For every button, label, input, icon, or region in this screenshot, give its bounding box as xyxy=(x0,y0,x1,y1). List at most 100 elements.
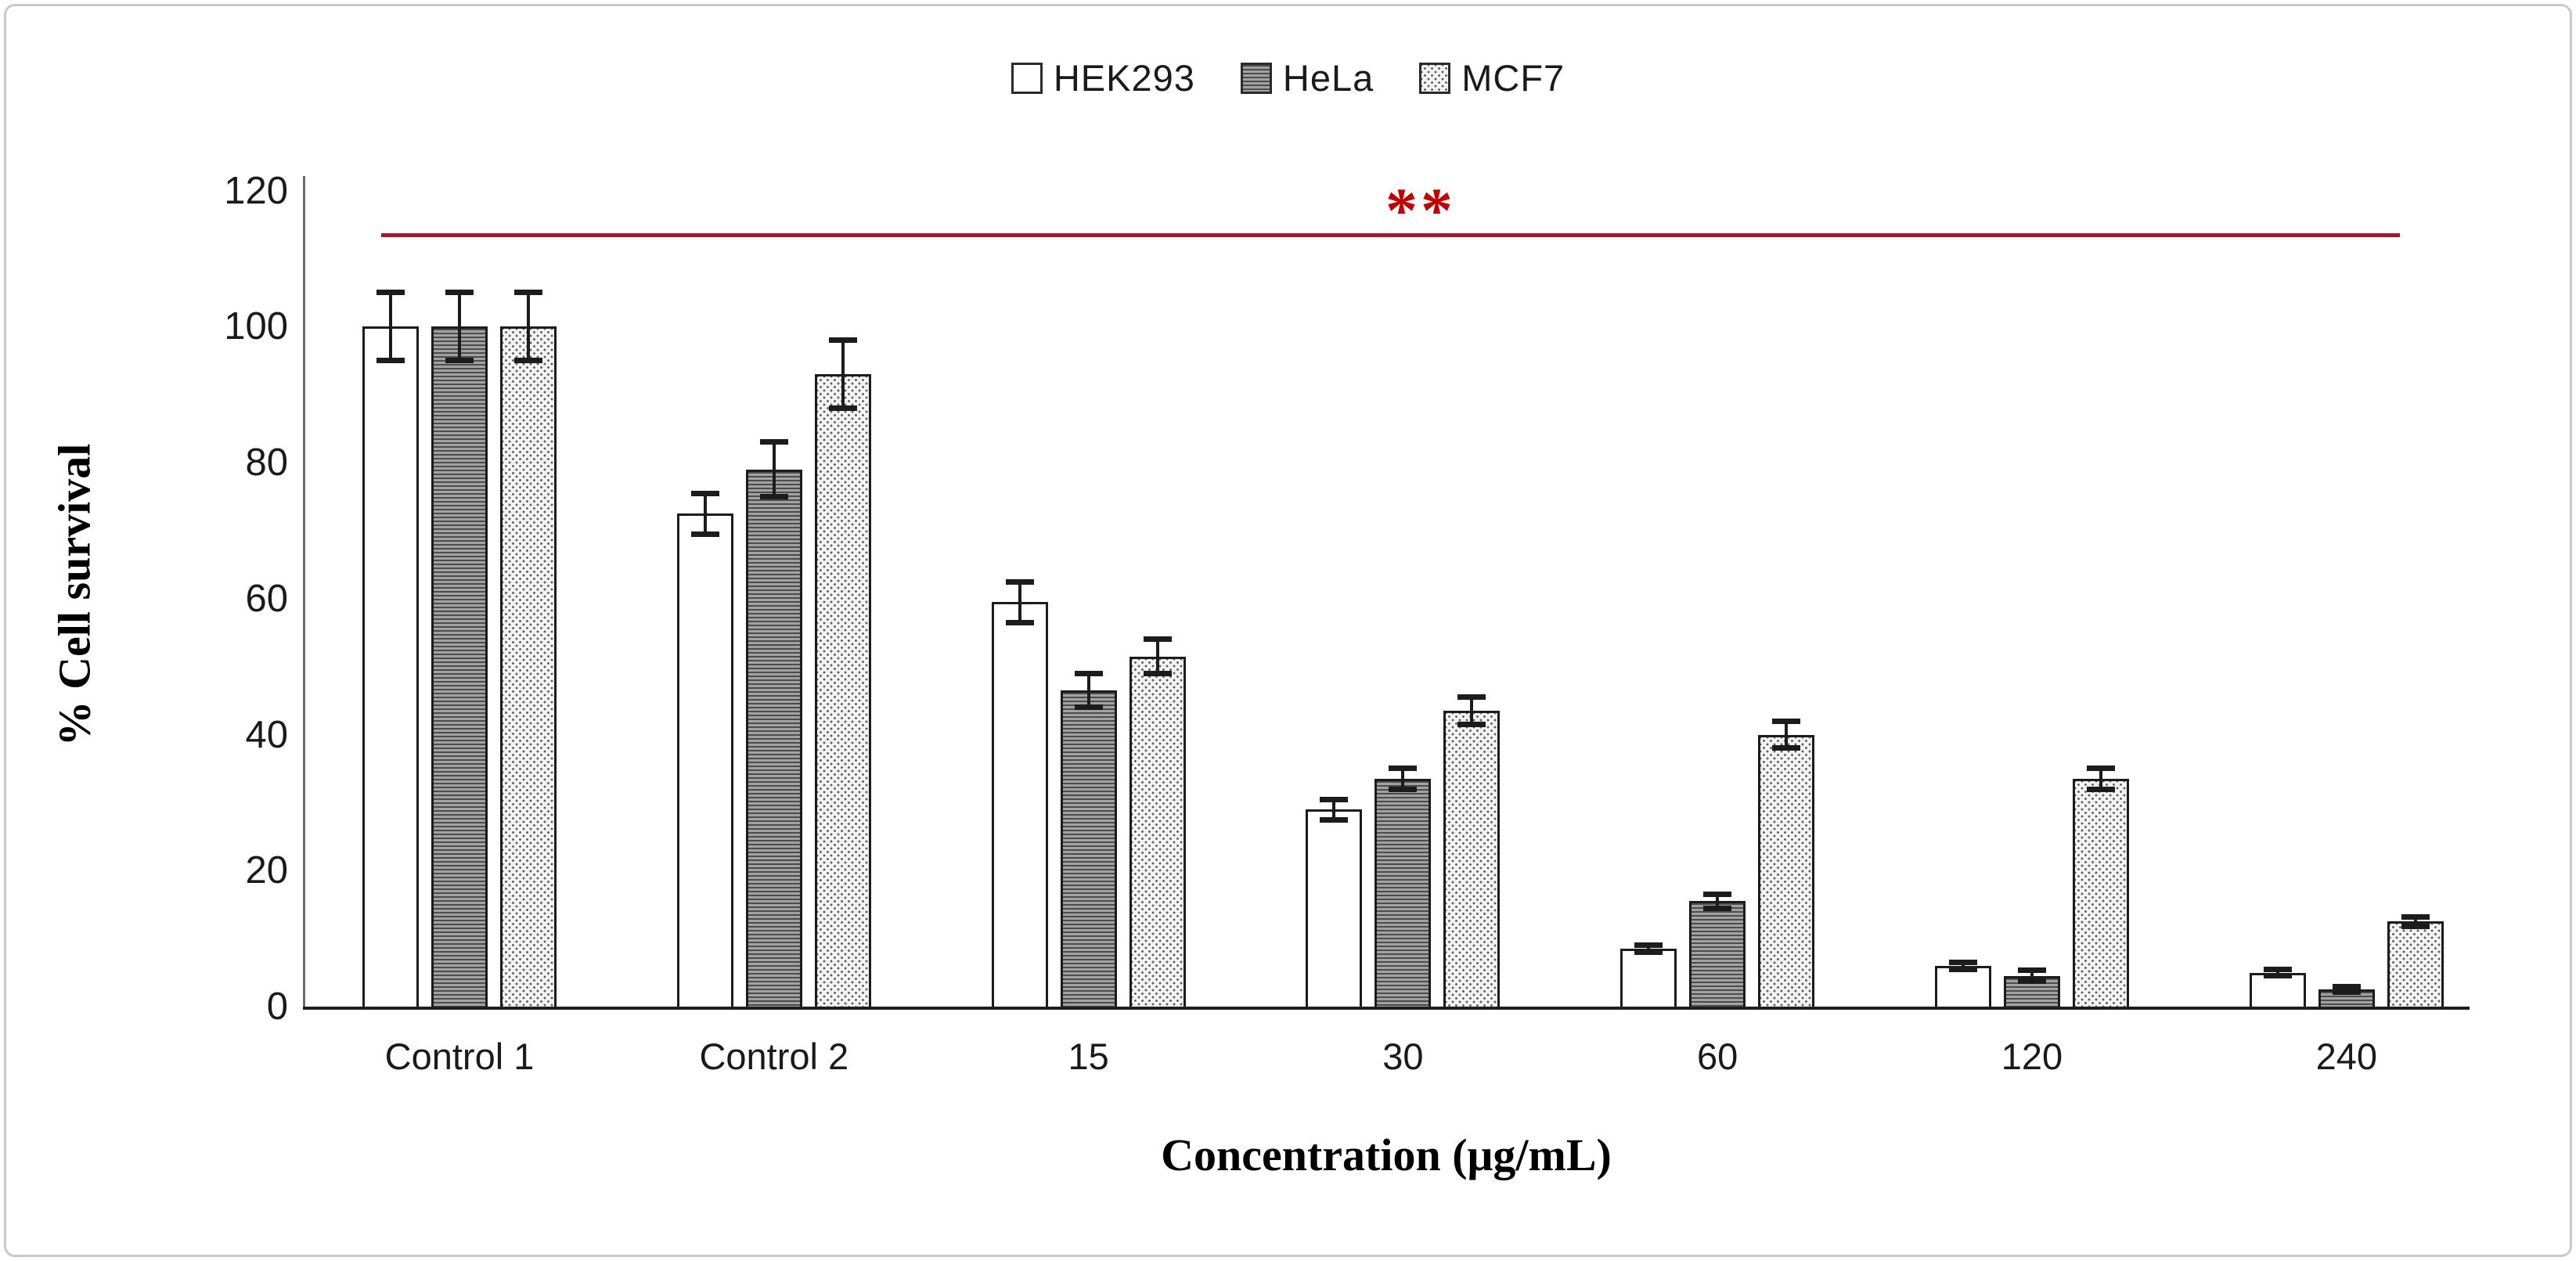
error-bar-hek293-control-1-cap-bottom xyxy=(376,358,405,364)
error-bar-mcf7-60-cap-bottom xyxy=(1772,745,1801,751)
error-bar-mcf7-30 xyxy=(1470,697,1474,725)
error-bar-hek293-30 xyxy=(1332,799,1336,820)
error-bar-hek293-control-1-cap-top xyxy=(376,290,405,296)
legend-item-hela: HeLa xyxy=(1240,56,1374,99)
bar-mcf7-control-2 xyxy=(814,374,871,1007)
error-bar-hek293-120 xyxy=(1962,962,1965,970)
error-bar-hek293-240-cap-bottom xyxy=(2263,973,2292,979)
y-axis-title: % Cell survival xyxy=(49,443,100,747)
error-bar-hela-60 xyxy=(1716,894,1720,909)
error-bar-mcf7-240-cap-top xyxy=(2401,913,2430,920)
legend-item-hek293: HEK293 xyxy=(1011,56,1195,99)
error-bar-hela-control-2-cap-top xyxy=(759,439,788,445)
error-bar-hela-120-cap-top xyxy=(2018,967,2046,974)
x-category-label-240: 240 xyxy=(2315,1036,2377,1077)
error-bar-hek293-60 xyxy=(1647,945,1651,953)
bar-hek293-30 xyxy=(1306,809,1363,1007)
y-tick-label-100: 100 xyxy=(224,305,288,348)
error-bar-mcf7-control-1 xyxy=(527,292,530,361)
bar-hela-control-1 xyxy=(431,326,488,1007)
bar-hek293-control-1 xyxy=(362,326,419,1007)
error-bar-mcf7-240-cap-bottom xyxy=(2401,923,2430,929)
error-bar-hela-control-1-cap-top xyxy=(445,290,474,296)
error-bar-mcf7-60-cap-top xyxy=(1772,718,1801,724)
error-bar-hela-60-cap-bottom xyxy=(1703,905,1732,911)
error-bar-hek293-120-cap-top xyxy=(1949,960,1977,966)
error-bar-hek293-60-cap-bottom xyxy=(1634,949,1663,955)
legend-item-mcf7: MCF7 xyxy=(1419,56,1565,99)
error-bar-hek293-15 xyxy=(1018,582,1021,623)
significance-line xyxy=(381,233,2400,237)
error-bar-hek293-control-2-cap-top xyxy=(690,490,719,496)
bar-mcf7-60 xyxy=(1758,734,1815,1007)
error-bar-hela-control-1 xyxy=(458,292,461,361)
error-bar-hek293-240 xyxy=(2275,969,2279,976)
error-bar-hek293-240-cap-top xyxy=(2263,966,2292,972)
legend-label-hela: HeLa xyxy=(1282,57,1374,99)
error-bar-mcf7-30-cap-bottom xyxy=(1457,721,1486,727)
bar-mcf7-control-1 xyxy=(500,326,557,1007)
significance-stars: ** xyxy=(1385,175,1456,246)
error-bar-mcf7-120-cap-bottom xyxy=(2087,786,2115,792)
error-bar-hek293-control-2 xyxy=(703,493,707,535)
bar-hek293-60 xyxy=(1620,949,1677,1007)
error-bar-hek293-60-cap-top xyxy=(1634,942,1663,949)
y-tick-label-120: 120 xyxy=(224,169,288,212)
error-bar-hela-30-cap-bottom xyxy=(1389,786,1418,792)
error-bar-mcf7-120 xyxy=(2099,768,2102,789)
error-bar-hela-control-1-cap-bottom xyxy=(445,358,474,364)
error-bar-hela-30-cap-top xyxy=(1389,766,1418,772)
bar-mcf7-30 xyxy=(1443,711,1501,1007)
y-tick-label-20: 20 xyxy=(245,849,288,892)
error-bar-mcf7-120-cap-top xyxy=(2087,766,2115,772)
legend-label-hek293: HEK293 xyxy=(1053,57,1195,99)
error-bar-hela-30 xyxy=(1401,768,1405,789)
error-bar-mcf7-control-2-cap-top xyxy=(828,337,857,344)
error-bar-hela-control-2 xyxy=(772,441,776,497)
legend-label-mcf7: MCF7 xyxy=(1461,57,1565,99)
chart-legend: HEK293 HeLa MCF7 xyxy=(0,56,2576,99)
error-bar-hela-240-cap-top xyxy=(2332,984,2361,990)
y-tick-label-0: 0 xyxy=(266,985,288,1028)
bar-hela-30 xyxy=(1374,778,1432,1007)
bar-hela-control-2 xyxy=(745,469,802,1007)
error-bar-mcf7-control-1-cap-top xyxy=(514,290,542,296)
x-category-label-15: 15 xyxy=(1068,1036,1109,1077)
error-bar-mcf7-60 xyxy=(1785,721,1789,748)
legend-swatch-hek293-icon xyxy=(1011,62,1043,94)
error-bar-hela-15-cap-top xyxy=(1074,670,1103,676)
error-bar-mcf7-15-cap-bottom xyxy=(1143,670,1172,676)
error-bar-hela-15 xyxy=(1086,673,1090,708)
y-axis-line xyxy=(303,176,305,1008)
y-tick-label-40: 40 xyxy=(245,713,288,756)
bar-mcf7-120 xyxy=(2073,778,2129,1007)
error-bar-mcf7-15 xyxy=(1155,639,1159,674)
error-bar-hela-240-cap-bottom xyxy=(2332,989,2361,996)
error-bar-mcf7-240 xyxy=(2413,917,2417,927)
error-bar-hek293-120-cap-bottom xyxy=(1949,966,1977,972)
error-bar-mcf7-control-2 xyxy=(841,340,845,409)
error-bar-hela-15-cap-bottom xyxy=(1074,704,1103,711)
error-bar-hek293-15-cap-bottom xyxy=(1005,619,1034,625)
error-bar-hek293-30-cap-bottom xyxy=(1320,816,1349,823)
error-bar-hek293-15-cap-top xyxy=(1005,578,1034,585)
y-tick-label-80: 80 xyxy=(245,441,288,485)
error-bar-mcf7-30-cap-top xyxy=(1457,694,1486,701)
error-bar-hek293-30-cap-top xyxy=(1320,796,1349,802)
x-axis-title: Concentration (μg/mL) xyxy=(1161,1129,1612,1180)
legend-swatch-mcf7-icon xyxy=(1419,62,1451,94)
bar-hela-15 xyxy=(1060,690,1117,1007)
error-bar-mcf7-15-cap-top xyxy=(1143,636,1172,643)
error-bar-hela-60-cap-top xyxy=(1703,892,1732,898)
x-axis-line xyxy=(303,1007,2470,1010)
x-category-label-control-1: Control 1 xyxy=(384,1036,535,1077)
x-category-label-control-2: Control 2 xyxy=(699,1036,849,1077)
error-bar-hek293-control-1 xyxy=(389,292,392,361)
error-bar-mcf7-control-1-cap-bottom xyxy=(514,358,542,364)
x-category-label-30: 30 xyxy=(1382,1036,1424,1077)
legend-swatch-hela-icon xyxy=(1240,62,1272,94)
error-bar-hela-120 xyxy=(2030,970,2034,982)
error-bar-hela-120-cap-bottom xyxy=(2018,978,2046,985)
bar-mcf7-240 xyxy=(2387,921,2444,1007)
